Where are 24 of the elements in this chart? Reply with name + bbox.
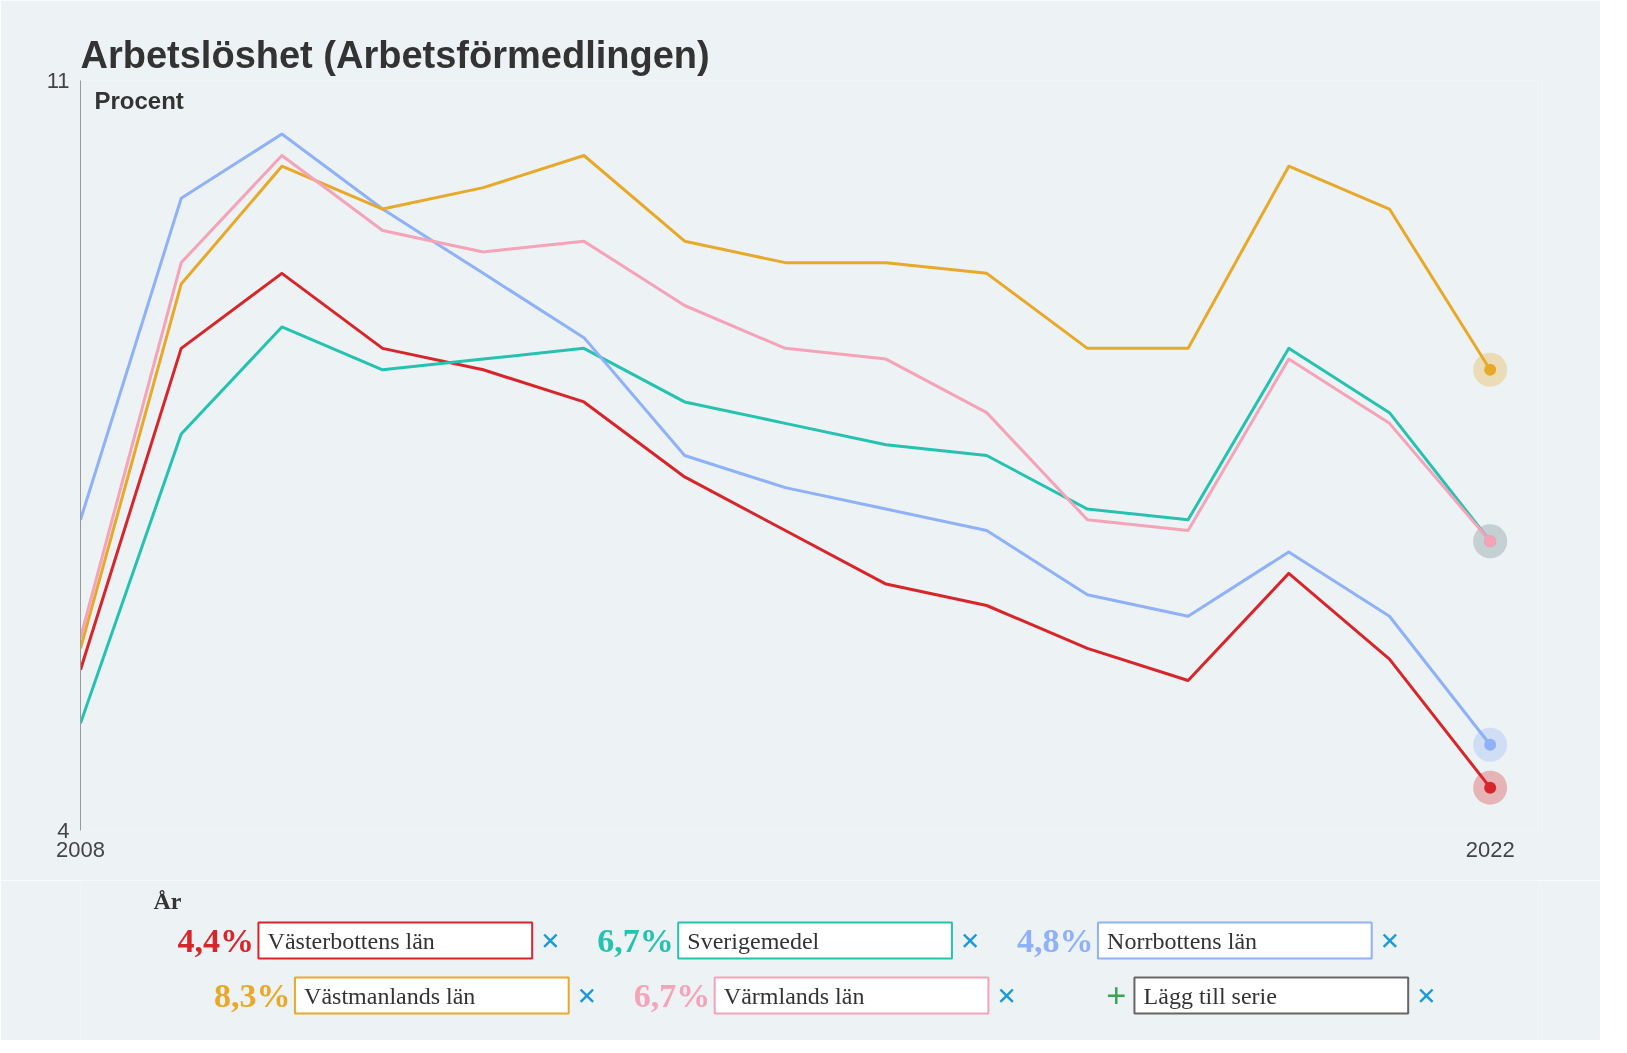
text: × xyxy=(540,922,561,959)
text: Västmanlands län xyxy=(304,982,476,1009)
text: × xyxy=(1380,922,1400,959)
x-tick-label: 2022 xyxy=(1465,836,1515,862)
text: 6,7% xyxy=(597,922,674,959)
text: × xyxy=(577,977,597,1014)
text: 8,3% xyxy=(213,977,291,1014)
text: 6,7% xyxy=(633,977,711,1014)
text: 4,8% xyxy=(1016,922,1094,959)
text: Lägg till serie xyxy=(1143,982,1277,1009)
y-axis-title: Procent xyxy=(94,86,184,114)
text: + xyxy=(1105,975,1127,1016)
x-axis-title: År xyxy=(153,887,182,914)
text: × xyxy=(997,977,1017,1014)
text: Norrbottens län xyxy=(1107,927,1258,954)
y-tick-label: 4 xyxy=(57,818,70,843)
chart-title: Arbetslöshet (Arbetsförmedlingen) xyxy=(80,33,710,76)
text: 4,4% xyxy=(177,922,254,959)
text: × xyxy=(960,922,980,959)
y-tick-label: 11 xyxy=(46,68,70,93)
text: Sverigemedel xyxy=(687,927,820,954)
text: Värmlands län xyxy=(723,982,865,1009)
text: × xyxy=(1416,977,1437,1014)
text: Västerbottens län xyxy=(267,927,435,954)
